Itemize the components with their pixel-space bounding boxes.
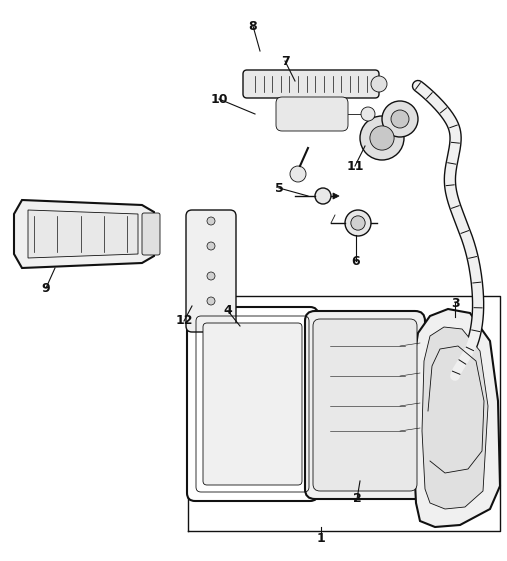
Circle shape (361, 107, 375, 121)
FancyBboxPatch shape (203, 323, 302, 485)
Polygon shape (28, 210, 138, 258)
Circle shape (207, 272, 215, 280)
Text: 10: 10 (210, 93, 228, 105)
Circle shape (351, 216, 365, 230)
Text: 8: 8 (249, 20, 258, 33)
Text: 7: 7 (281, 54, 289, 67)
Circle shape (290, 166, 306, 182)
FancyBboxPatch shape (243, 70, 379, 98)
Text: 3: 3 (451, 297, 459, 310)
Polygon shape (333, 193, 339, 199)
Circle shape (360, 116, 404, 160)
Circle shape (207, 297, 215, 305)
Polygon shape (415, 333, 433, 469)
Circle shape (371, 76, 387, 92)
Circle shape (345, 210, 371, 236)
Text: 4: 4 (224, 305, 232, 318)
Polygon shape (422, 327, 488, 509)
Circle shape (207, 217, 215, 225)
FancyBboxPatch shape (142, 213, 160, 255)
Polygon shape (412, 309, 500, 527)
Polygon shape (14, 200, 154, 268)
Circle shape (391, 110, 409, 128)
Text: 9: 9 (42, 282, 50, 295)
FancyBboxPatch shape (187, 307, 318, 501)
Text: 5: 5 (275, 182, 283, 195)
Circle shape (370, 126, 394, 150)
Text: 12: 12 (175, 315, 193, 328)
Text: 1: 1 (317, 532, 325, 545)
Circle shape (315, 188, 331, 204)
FancyBboxPatch shape (276, 97, 348, 131)
FancyBboxPatch shape (186, 210, 236, 332)
Text: 6: 6 (352, 255, 360, 268)
Text: 11: 11 (346, 159, 364, 172)
FancyBboxPatch shape (305, 311, 425, 499)
Circle shape (207, 242, 215, 250)
FancyBboxPatch shape (313, 319, 417, 491)
Text: 2: 2 (353, 493, 361, 505)
Circle shape (382, 101, 418, 137)
